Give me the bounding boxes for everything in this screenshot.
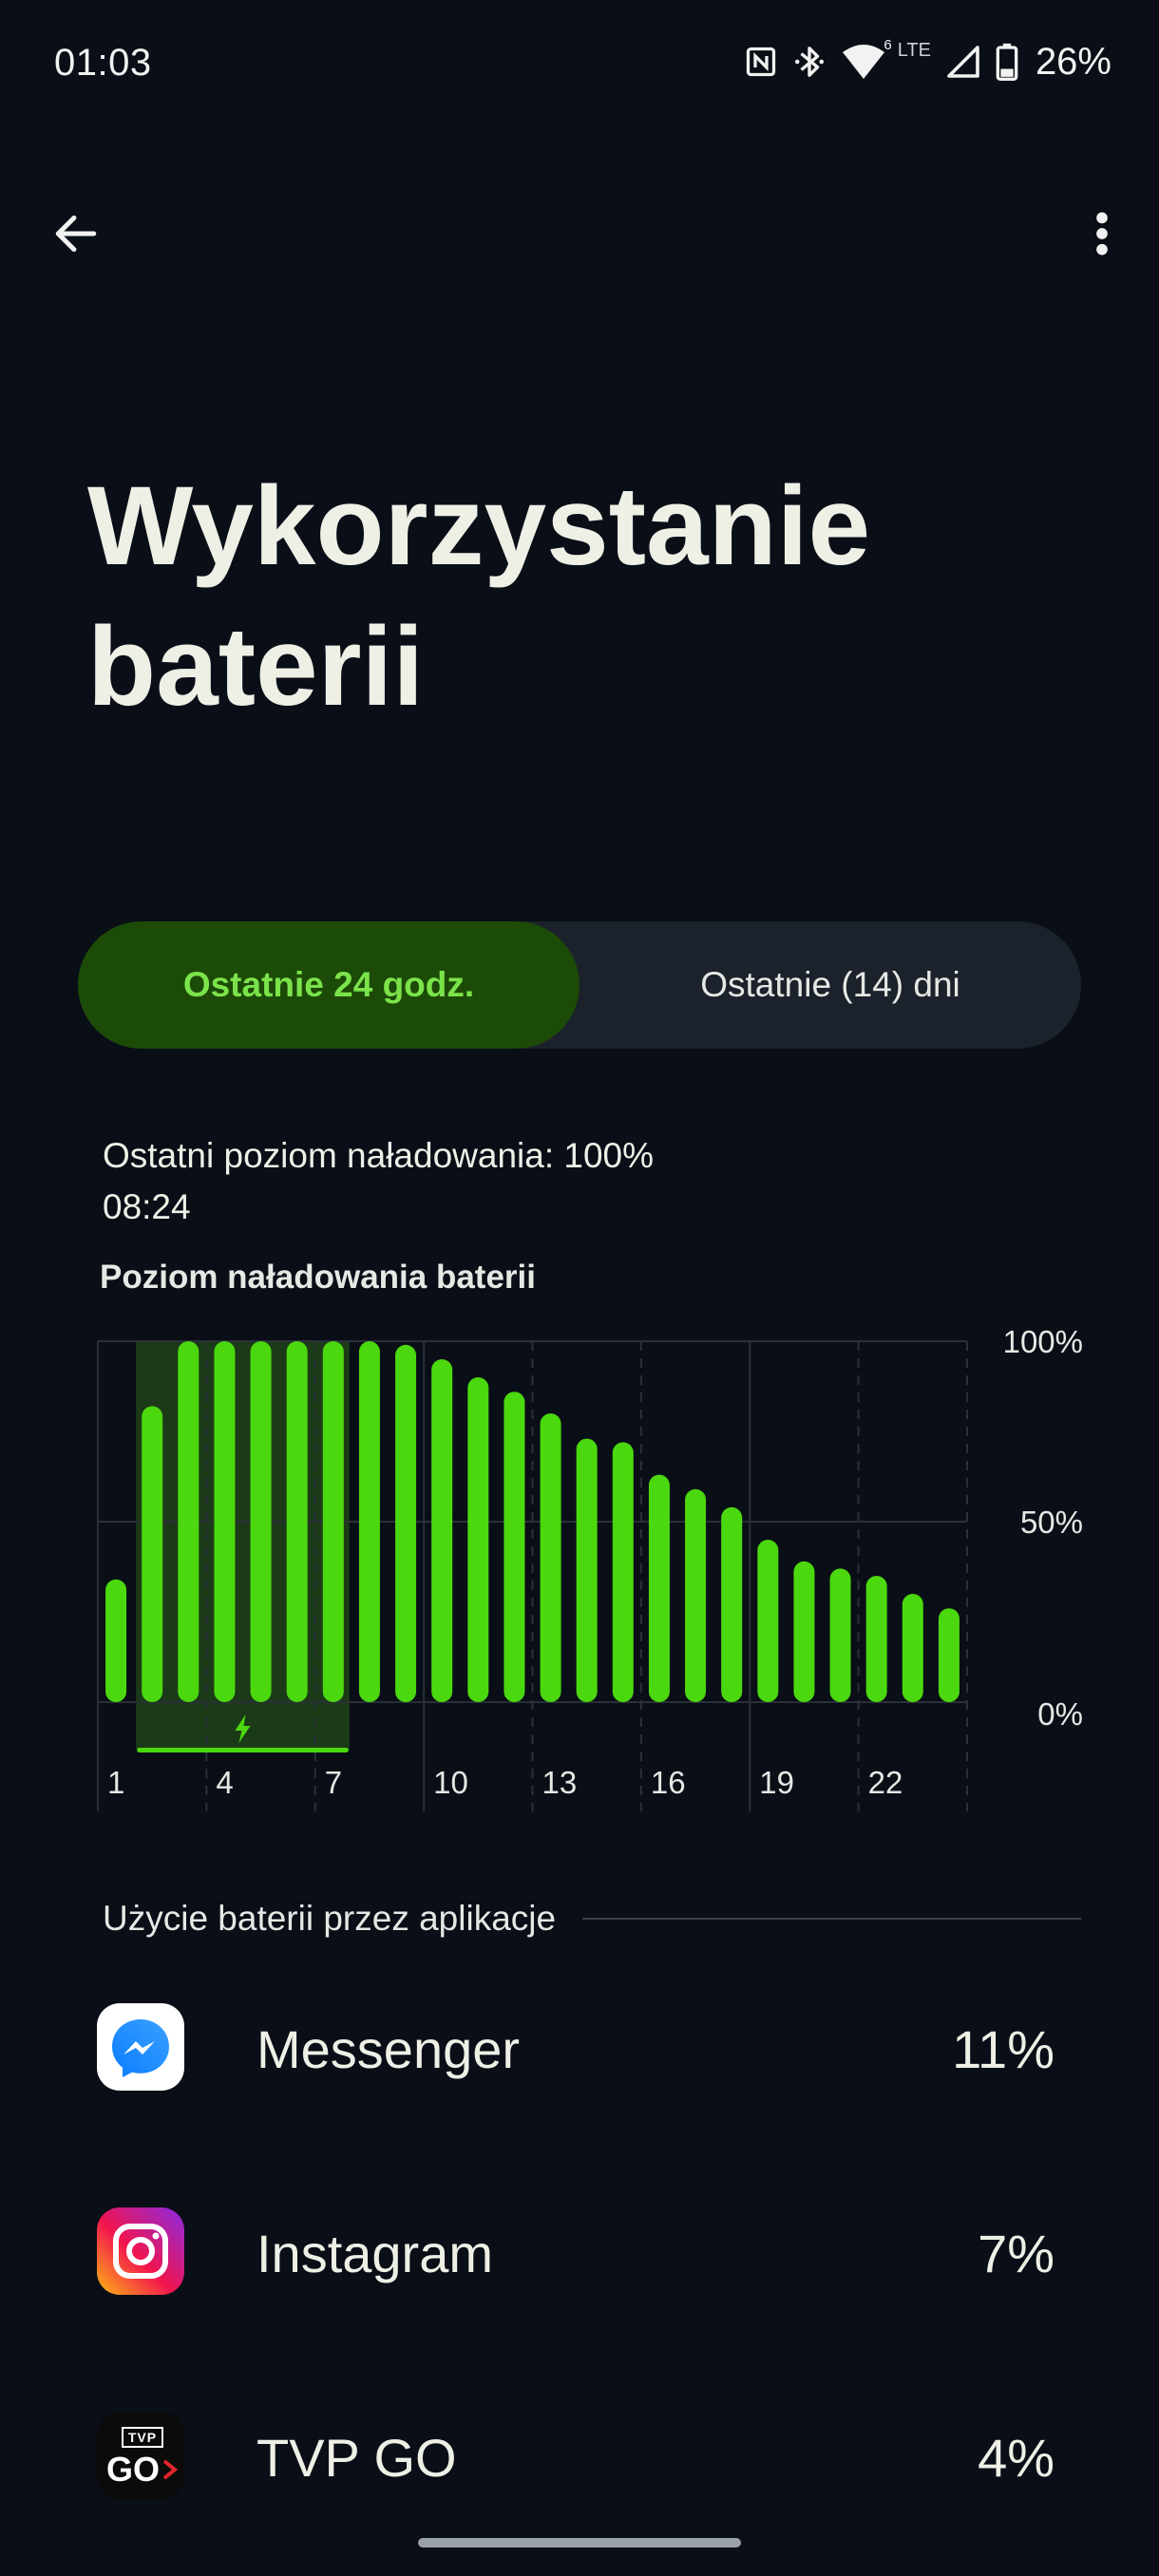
- bar: [576, 1438, 598, 1702]
- y-tick-label: 100%: [1003, 1324, 1083, 1359]
- bar: [431, 1359, 453, 1702]
- messenger-icon: [97, 2003, 184, 2091]
- wifi-icon: 6: [841, 37, 892, 81]
- more-options-button[interactable]: [1064, 196, 1140, 272]
- signal-icon: [947, 46, 979, 78]
- bar: [938, 1608, 960, 1702]
- bar: [286, 1341, 308, 1702]
- x-tick-label: 1: [107, 1765, 124, 1800]
- x-tick-label: 13: [542, 1765, 578, 1800]
- chart-title: Poziom naładowania baterii: [100, 1259, 536, 1296]
- bar: [250, 1341, 272, 1702]
- app-name: Messenger: [256, 2019, 521, 2079]
- apps-section-header: Użycie baterii przez aplikacje: [103, 1895, 1081, 1942]
- bar: [685, 1488, 707, 1702]
- back-button[interactable]: [38, 196, 114, 272]
- y-tick-label: 50%: [1020, 1505, 1083, 1540]
- bar: [540, 1413, 561, 1702]
- tvp-go-icon-bottom: GO: [106, 2450, 179, 2490]
- x-tick-label: 22: [868, 1765, 903, 1800]
- app-bar: [0, 171, 1159, 275]
- bar: [721, 1506, 743, 1702]
- y-tick-label: 0%: [1037, 1696, 1083, 1732]
- bar: [793, 1561, 815, 1702]
- status-time: 01:03: [54, 42, 152, 84]
- page-title-line1: Wykorzystanie: [87, 464, 871, 589]
- lte-label: LTE: [897, 39, 931, 61]
- charging-band: [136, 1341, 350, 1750]
- bolt-icon: [235, 1714, 251, 1743]
- bar: [395, 1344, 417, 1702]
- app-percent: 11%: [952, 2019, 1054, 2079]
- tvp-go-icon-top: TVP: [122, 2427, 163, 2448]
- x-tick-label: 7: [325, 1765, 342, 1800]
- tab-last-14-days[interactable]: Ostatnie (14) dni: [700, 965, 960, 1004]
- status-icons: 6 LTE 26%: [744, 37, 1112, 85]
- bar: [105, 1579, 127, 1702]
- wifi-badge: 6: [884, 37, 892, 53]
- app-name: TVP GO: [256, 2428, 457, 2488]
- bar: [322, 1341, 344, 1702]
- bar: [467, 1377, 489, 1702]
- charging-indicator: [137, 1748, 349, 1752]
- nfc-icon: [746, 47, 775, 77]
- bar: [648, 1474, 670, 1702]
- bluetooth-icon: [794, 47, 824, 77]
- apps-section-title: Użycie baterii przez aplikacje: [103, 1899, 557, 1938]
- x-tick-label: 4: [216, 1765, 233, 1800]
- bar: [865, 1576, 887, 1702]
- arrow-left-icon: [55, 215, 97, 253]
- bar: [214, 1341, 236, 1702]
- bar: [829, 1568, 851, 1702]
- period-tabs: Ostatnie 24 godz. Ostatnie (14) dni: [78, 921, 1081, 1049]
- tab-last-24-hours[interactable]: Ostatnie 24 godz.: [78, 921, 580, 1049]
- app-percent: 7%: [978, 2224, 1054, 2283]
- bar: [178, 1341, 200, 1702]
- bar: [358, 1341, 380, 1702]
- bar: [612, 1442, 634, 1702]
- app-row-instagram[interactable]: Instagram 7%: [0, 2166, 1159, 2337]
- bar: [142, 1406, 163, 1702]
- last-charge-time: 08:24: [103, 1187, 191, 1226]
- instagram-icon: [97, 2207, 184, 2295]
- x-tick-label: 10: [433, 1765, 468, 1800]
- tvp-go-icon: TVP GO: [97, 2412, 184, 2499]
- battery-percent: 26%: [1035, 40, 1112, 83]
- battery-level-chart: 1 4 7 10 13 16 19 22 100% 50% 0%: [97, 1324, 1083, 1811]
- bar: [902, 1594, 923, 1702]
- gesture-navigation-bar[interactable]: [418, 2538, 741, 2548]
- app-percent: 4%: [978, 2428, 1054, 2488]
- last-charge-text: Ostatni poziom naładowania: 100%: [103, 1136, 655, 1175]
- app-row-messenger[interactable]: Messenger 11%: [0, 1961, 1159, 2132]
- app-name: Instagram: [256, 2224, 493, 2283]
- page-title: Wykorzystanie baterii: [87, 456, 1113, 737]
- x-tick-label: 16: [651, 1765, 686, 1800]
- page-title-line2: baterii: [87, 604, 425, 729]
- more-vert-icon: [1096, 212, 1108, 256]
- battery-icon: [996, 43, 1018, 81]
- bar: [504, 1392, 525, 1702]
- app-row-tvp-go[interactable]: TVP GO TVP GO 4%: [0, 2370, 1159, 2541]
- x-tick-label: 19: [759, 1765, 794, 1800]
- status-bar: 01:03 6 LTE 26%: [0, 0, 1159, 133]
- section-divider: [582, 1918, 1081, 1920]
- bar: [757, 1540, 779, 1702]
- last-charge-info: Ostatni poziom naładowania: 100% 08:24: [103, 1130, 654, 1233]
